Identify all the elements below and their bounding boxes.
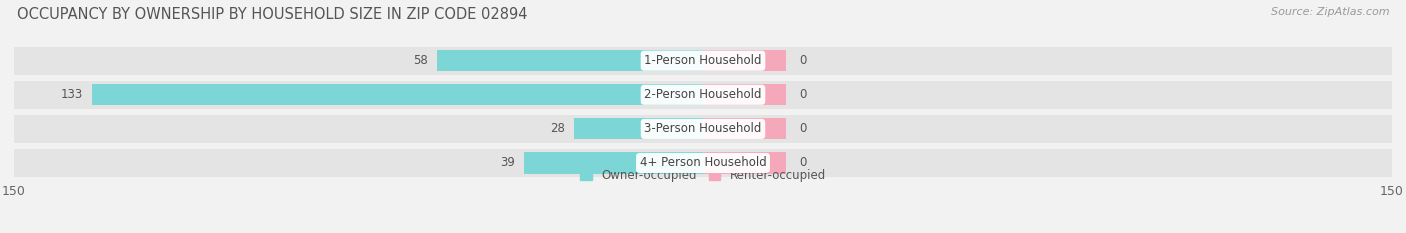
Bar: [14, 47, 1392, 75]
Text: OCCUPANCY BY OWNERSHIP BY HOUSEHOLD SIZE IN ZIP CODE 02894: OCCUPANCY BY OWNERSHIP BY HOUSEHOLD SIZE…: [17, 7, 527, 22]
Bar: [524, 152, 703, 174]
Text: 0: 0: [800, 88, 807, 101]
Text: 1-Person Household: 1-Person Household: [644, 54, 762, 67]
Text: 0: 0: [800, 157, 807, 169]
Bar: [93, 84, 703, 105]
Text: 133: 133: [60, 88, 83, 101]
Text: 3-Person Household: 3-Person Household: [644, 122, 762, 135]
Bar: [14, 149, 1392, 177]
Text: 58: 58: [413, 54, 427, 67]
Text: 2-Person Household: 2-Person Household: [644, 88, 762, 101]
Bar: [14, 81, 1392, 109]
Text: 4+ Person Household: 4+ Person Household: [640, 157, 766, 169]
Bar: [703, 84, 786, 105]
Bar: [14, 115, 1392, 143]
Text: 0: 0: [800, 54, 807, 67]
Text: 28: 28: [550, 122, 565, 135]
Bar: [703, 152, 786, 174]
Bar: [703, 118, 786, 140]
Bar: [703, 50, 786, 71]
Bar: [437, 50, 703, 71]
Bar: [575, 118, 703, 140]
Legend: Owner-occupied, Renter-occupied: Owner-occupied, Renter-occupied: [575, 164, 831, 187]
Text: Source: ZipAtlas.com: Source: ZipAtlas.com: [1271, 7, 1389, 17]
Text: 39: 39: [499, 157, 515, 169]
Text: 0: 0: [800, 122, 807, 135]
